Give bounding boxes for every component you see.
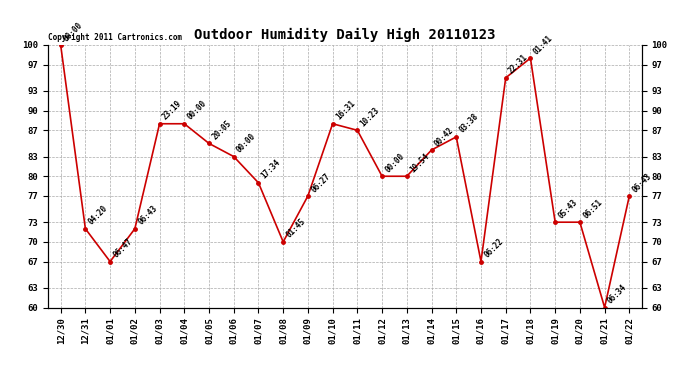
- Text: 05:43: 05:43: [556, 198, 579, 220]
- Text: 06:34: 06:34: [606, 283, 629, 306]
- Text: 06:43: 06:43: [136, 204, 159, 227]
- Text: 04:20: 04:20: [87, 204, 109, 227]
- Text: 06:43: 06:43: [631, 171, 653, 194]
- Text: 00:42: 00:42: [433, 125, 455, 148]
- Text: 06:47: 06:47: [111, 237, 134, 260]
- Text: Copyright 2011 Cartronics.com: Copyright 2011 Cartronics.com: [48, 33, 182, 42]
- Text: 01:45: 01:45: [284, 217, 307, 240]
- Text: 10:23: 10:23: [359, 106, 382, 128]
- Text: 01:41: 01:41: [532, 33, 554, 56]
- Text: 16:31: 16:31: [334, 99, 357, 122]
- Text: 06:22: 06:22: [482, 237, 505, 260]
- Text: 22:31: 22:31: [507, 53, 530, 76]
- Text: 06:27: 06:27: [309, 171, 332, 194]
- Text: 00:00: 00:00: [62, 20, 85, 43]
- Text: 19:54: 19:54: [408, 152, 431, 174]
- Text: 03:38: 03:38: [457, 112, 480, 135]
- Title: Outdoor Humidity Daily High 20110123: Outdoor Humidity Daily High 20110123: [195, 28, 495, 42]
- Text: 00:00: 00:00: [186, 99, 208, 122]
- Text: 17:34: 17:34: [259, 158, 282, 181]
- Text: 00:00: 00:00: [235, 132, 257, 154]
- Text: 23:19: 23:19: [161, 99, 184, 122]
- Text: 06:51: 06:51: [581, 198, 604, 220]
- Text: 20:05: 20:05: [210, 119, 233, 141]
- Text: 00:00: 00:00: [384, 152, 406, 174]
